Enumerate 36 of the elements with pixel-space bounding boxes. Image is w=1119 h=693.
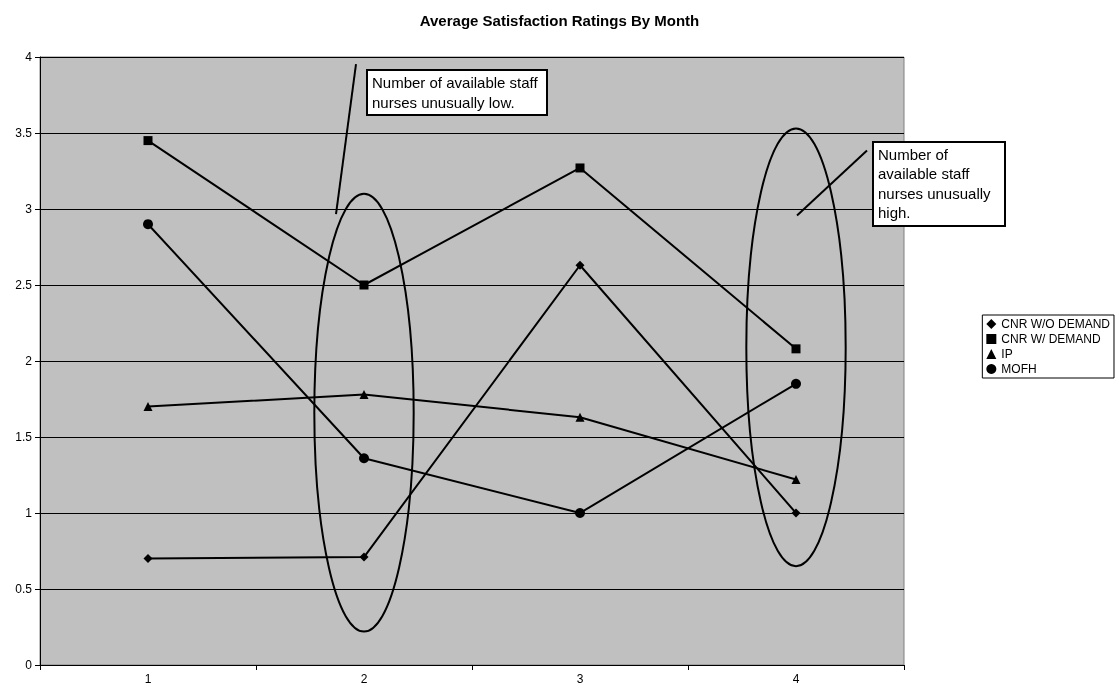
point	[575, 508, 585, 518]
point	[575, 163, 585, 173]
point	[359, 280, 369, 290]
y-tick-label: 2	[25, 354, 33, 368]
point	[791, 508, 801, 518]
point	[575, 260, 585, 270]
y-tick-label: 1.5	[15, 430, 33, 444]
legend-label: MOFH	[1001, 362, 1037, 376]
point	[791, 378, 801, 389]
point	[791, 475, 801, 485]
point	[143, 402, 153, 412]
legend-label: IP	[1001, 347, 1013, 361]
point	[359, 389, 369, 399]
chart-title: Average Satisfaction Ratings By Month	[419, 12, 700, 29]
legend-label: CNR W/O DEMAND	[1001, 317, 1111, 331]
point	[575, 412, 585, 422]
x-tick-label: 2	[360, 672, 368, 686]
y-tick-label: 4	[25, 50, 33, 64]
y-tick-label: 3.5	[15, 126, 33, 140]
x-tick-label: 1	[144, 672, 152, 686]
x-tick-label: 3	[576, 672, 584, 686]
y-tick-label: 0.5	[15, 582, 33, 596]
point	[143, 554, 153, 564]
point	[359, 453, 369, 464]
y-tick-label: 2.5	[15, 278, 33, 292]
point	[143, 219, 153, 230]
y-tick-label: 1	[25, 506, 33, 520]
y-tick-label: 3	[25, 202, 33, 216]
legend-label: CNR W/ DEMAND	[1001, 332, 1101, 346]
annotation: Number of available staff nurses unusually low.	[366, 69, 548, 117]
y-tick-label: 0	[25, 658, 33, 672]
point	[143, 136, 153, 146]
annotation: Number of available staff nurses unusually high.	[872, 140, 1006, 227]
point	[359, 552, 369, 562]
x-tick-label: 4	[792, 672, 800, 686]
point	[791, 344, 801, 354]
